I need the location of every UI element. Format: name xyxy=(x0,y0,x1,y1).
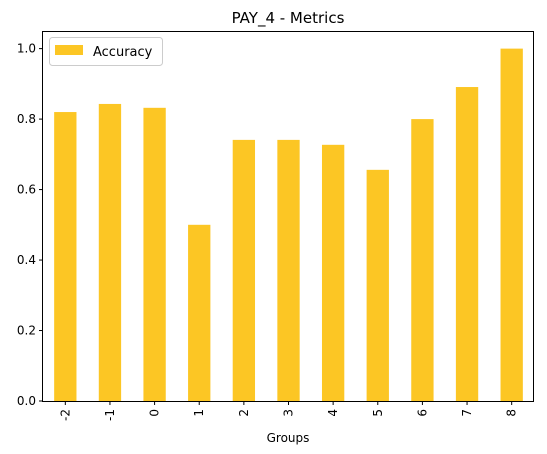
legend-label-accuracy: Accuracy xyxy=(93,45,153,60)
x-tick-label-4: 4 xyxy=(326,409,340,417)
y-tick-label-0: 0.0 xyxy=(17,394,36,408)
chart-title: PAY_4 - Metrics xyxy=(232,9,345,28)
legend-frame xyxy=(49,37,163,66)
bar-5 xyxy=(366,169,389,401)
bar-4 xyxy=(321,144,345,402)
bar-8 xyxy=(500,48,523,401)
bars-group xyxy=(54,48,523,402)
x-axis-ticks: -2 -1 0 1 2 3 4 5 6 7 8 xyxy=(58,401,519,421)
x-tick-label-5: 5 xyxy=(371,409,385,417)
y-tick-label-5: 1.0 xyxy=(17,42,36,56)
x-tick-label-1: 1 xyxy=(192,409,206,417)
x-tick-label-7: 7 xyxy=(460,409,474,417)
bar--2 xyxy=(54,112,77,402)
y-tick-label-4: 0.8 xyxy=(17,112,36,126)
bar-7 xyxy=(455,87,479,402)
x-tick-label-2: 2 xyxy=(237,409,251,417)
plot-frame xyxy=(42,31,534,402)
y-tick-label-1: 0.2 xyxy=(17,324,36,338)
bar-6 xyxy=(411,119,434,401)
x-tick-label-6: 6 xyxy=(415,409,429,417)
x-tick-label-3: 3 xyxy=(282,409,296,417)
y-tick-label-2: 0.4 xyxy=(17,253,36,267)
y-axis-ticks: 0.0 0.2 0.4 0.6 0.8 1.0 xyxy=(17,42,43,408)
bar-0 xyxy=(143,107,166,402)
legend: Accuracy xyxy=(49,37,163,66)
x-axis-label: Groups xyxy=(267,431,310,445)
x-tick-label-8: 8 xyxy=(505,409,519,417)
bar-3 xyxy=(277,139,300,401)
x-tick-label-0: 0 xyxy=(148,409,162,417)
bar--1 xyxy=(98,103,122,401)
bar-2 xyxy=(232,139,256,401)
bar-1 xyxy=(188,224,211,401)
x-tick-label--1: -1 xyxy=(103,409,117,421)
y-tick-label-3: 0.6 xyxy=(17,183,36,197)
legend-swatch xyxy=(55,45,83,55)
x-tick-label--2: -2 xyxy=(58,409,72,421)
